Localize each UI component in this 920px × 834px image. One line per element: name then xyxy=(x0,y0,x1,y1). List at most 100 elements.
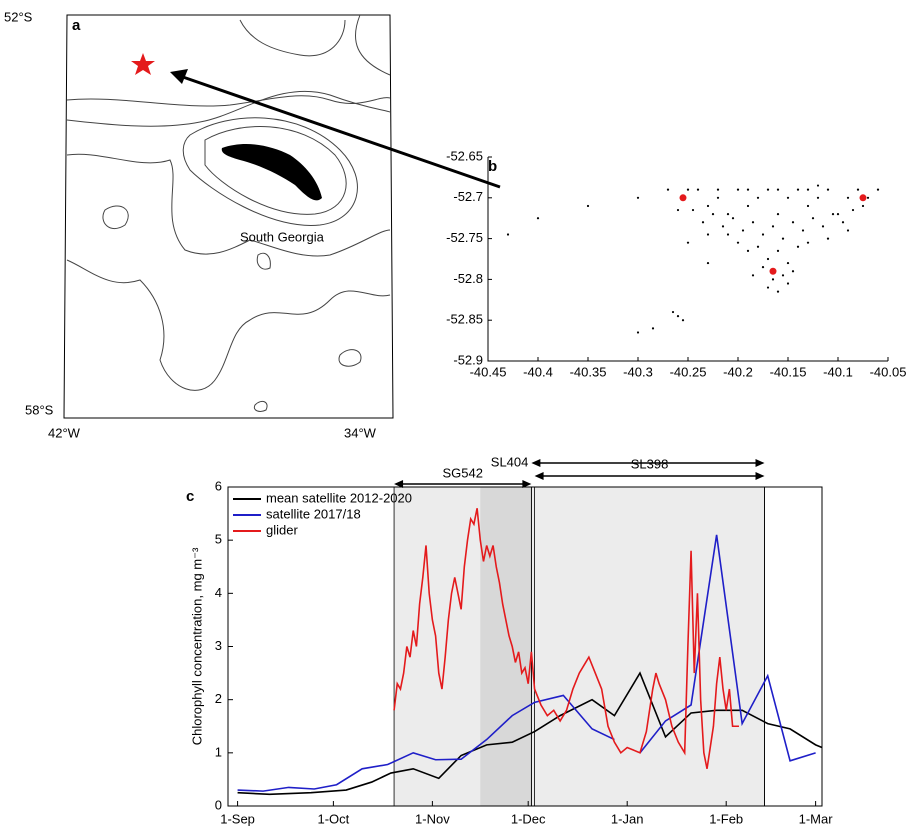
y-tick-label: -52.7 xyxy=(453,189,483,204)
point xyxy=(776,213,780,216)
panel-label: a xyxy=(72,17,81,34)
point xyxy=(746,188,750,191)
point xyxy=(679,194,687,202)
point xyxy=(776,188,780,191)
x-tick-label: 1-Mar xyxy=(799,811,834,826)
shaded-span xyxy=(394,487,765,806)
point xyxy=(671,310,675,314)
point xyxy=(636,196,640,199)
contour xyxy=(66,95,391,107)
point xyxy=(701,221,705,224)
point xyxy=(686,188,690,191)
island xyxy=(221,144,322,201)
series-line xyxy=(237,694,615,792)
point xyxy=(806,204,810,208)
point xyxy=(856,188,860,191)
x-tick-label: -40.35 xyxy=(570,364,607,379)
point xyxy=(686,241,690,244)
y-tick-label: 2 xyxy=(215,691,222,706)
x-tick-label: -40.15 xyxy=(770,364,807,379)
contour xyxy=(204,126,347,215)
panel-label: b xyxy=(488,158,497,175)
y-tick-label: 3 xyxy=(215,638,222,653)
y-tick-label: 1 xyxy=(215,744,222,759)
point xyxy=(796,188,800,191)
point xyxy=(866,196,870,199)
y-tick-label: -52.9 xyxy=(453,352,483,367)
lon-label: 42°W xyxy=(48,425,81,440)
axes xyxy=(487,157,888,362)
point xyxy=(751,221,755,224)
contour xyxy=(66,259,391,391)
point xyxy=(766,257,770,261)
map-panel: a 52°S 58°S 42°W 34°W South Georgia xyxy=(4,9,501,440)
point xyxy=(706,261,710,265)
contour xyxy=(338,349,362,367)
deployment-label: SL404 xyxy=(491,454,529,469)
contour xyxy=(182,117,358,226)
point xyxy=(676,315,680,318)
point xyxy=(666,188,670,191)
point xyxy=(746,204,750,208)
point xyxy=(726,233,730,236)
point xyxy=(816,184,820,187)
point xyxy=(811,217,815,220)
point xyxy=(831,213,835,216)
point xyxy=(761,266,765,269)
y-axis-label: Chlorophyll concentration, mg m⁻³ xyxy=(189,547,204,745)
panel-label: c xyxy=(186,488,194,505)
point xyxy=(769,267,777,275)
point xyxy=(846,196,850,199)
contour xyxy=(354,14,391,76)
point xyxy=(781,237,785,240)
point xyxy=(766,286,770,289)
point xyxy=(786,261,790,265)
contour xyxy=(66,90,391,127)
point xyxy=(771,225,775,228)
y-tick-label: -52.8 xyxy=(453,271,483,286)
point xyxy=(706,204,710,208)
point xyxy=(791,270,795,273)
series-line xyxy=(393,508,739,769)
point xyxy=(786,282,790,285)
x-tick-label: -40.25 xyxy=(670,364,707,379)
point xyxy=(846,229,850,232)
point xyxy=(781,274,785,277)
x-tick-label: 1-Feb xyxy=(709,811,743,826)
lat-label: 52°S xyxy=(4,9,33,24)
point xyxy=(506,233,510,236)
point xyxy=(861,204,865,208)
point xyxy=(746,249,750,252)
point xyxy=(756,245,760,248)
contour xyxy=(256,252,271,270)
x-tick-label: 1-Dec xyxy=(511,811,546,826)
point xyxy=(796,245,800,248)
legend-label: mean satellite 2012-2020 xyxy=(266,490,412,505)
point xyxy=(859,194,867,202)
contour xyxy=(253,400,268,412)
point xyxy=(816,196,820,199)
point xyxy=(721,225,725,228)
point xyxy=(741,229,745,232)
legend-label: satellite 2017/18 xyxy=(266,506,361,521)
point xyxy=(761,233,765,236)
legend-label: glider xyxy=(266,522,298,537)
point xyxy=(716,196,720,199)
deployment-label: SL398 xyxy=(631,456,669,471)
x-tick-label: -40.05 xyxy=(870,364,907,379)
point xyxy=(841,221,845,224)
series-line xyxy=(237,671,823,796)
y-tick-label: -52.75 xyxy=(446,230,483,245)
point xyxy=(771,278,775,281)
x-tick-label: 1-Nov xyxy=(415,811,450,826)
point xyxy=(651,327,655,330)
point xyxy=(536,217,540,220)
point xyxy=(826,237,830,240)
contour xyxy=(239,19,346,57)
point xyxy=(756,196,760,199)
y-tick-label: 0 xyxy=(215,797,222,812)
deployment-label: SG542 xyxy=(442,465,482,480)
point xyxy=(826,188,830,191)
point xyxy=(731,217,735,220)
